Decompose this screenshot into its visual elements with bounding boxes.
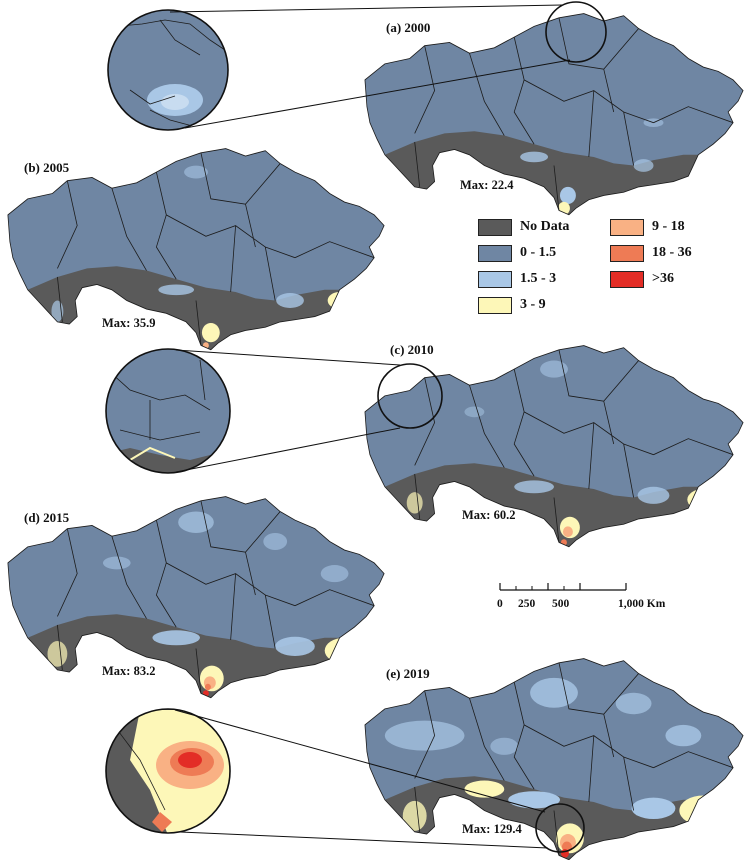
legend-item-18-36: 18 - 36 (610, 242, 692, 264)
legend-swatch (610, 218, 644, 236)
scale-bar-graphic (499, 583, 627, 591)
scale-tick-1000: 1,000 Km (618, 598, 666, 610)
panel-title-2010: (c) 2010 (390, 342, 434, 357)
scale-tick-500: 500 (552, 598, 570, 610)
map-panel-2015 (8, 497, 384, 698)
map-legend: No Data 0 - 1.5 1.5 - 3 3 - 9 9 - 18 18 … (478, 216, 728, 316)
scale-tick-250: 250 (518, 598, 536, 610)
legend-swatch (478, 296, 512, 314)
max-value-2010: Max: 60.2 (462, 508, 516, 522)
zoom-focus-circle-2019 (535, 803, 585, 853)
inset-zoom-2019 (105, 708, 231, 834)
inset-zoom-2010 (105, 348, 231, 474)
legend-label: >36 (652, 271, 674, 286)
zoom-connector-line (184, 59, 571, 129)
map-panel-2019 (365, 659, 743, 860)
legend-label: 18 - 36 (652, 245, 692, 260)
max-value-2000: Max: 22.4 (460, 178, 514, 192)
max-value-2015: Max: 83.2 (102, 664, 156, 678)
panel-title-2015: (d) 2015 (24, 510, 70, 525)
legend-item-gt-36: >36 (610, 268, 674, 290)
panel-title-2019: (e) 2019 (386, 666, 430, 681)
zoom-focus-circle-2000 (545, 1, 607, 63)
panel-title-2000: (a) 2000 (386, 20, 431, 35)
panel-title-2005: (b) 2005 (24, 160, 70, 175)
inset-zoom-2000 (107, 9, 229, 131)
zoom-connector-line (174, 709, 546, 813)
legend-label: 0 - 1.5 (520, 245, 557, 260)
legend-swatch (478, 270, 512, 288)
legend-label: 3 - 9 (520, 297, 546, 312)
zoom-connector-line (179, 831, 549, 849)
legend-label: No Data (520, 219, 570, 234)
legend-swatch (610, 244, 644, 262)
legend-item-0-1.5: 0 - 1.5 (478, 242, 556, 264)
legend-swatch (610, 270, 644, 288)
max-value-2005: Max: 35.9 (102, 316, 156, 330)
map-panel-2010 (365, 346, 743, 547)
zoom-connector-line (175, 349, 401, 366)
max-value-2019: Max: 129.4 (462, 822, 522, 836)
legend-item-3-9: 3 - 9 (478, 294, 546, 316)
legend-label: 9 - 18 (652, 219, 685, 234)
map-panel-2000 (365, 14, 743, 215)
legend-item-1.5-3: 1.5 - 3 (478, 268, 556, 290)
scale-bar: 0 250 500 1,000 Km (496, 580, 696, 620)
zoom-focus-circle-2010 (377, 363, 443, 429)
zoom-connector-line (169, 4, 563, 13)
legend-label: 1.5 - 3 (520, 271, 557, 286)
zoom-connector-line (175, 427, 401, 473)
scale-tick-0: 0 (497, 598, 503, 610)
map-panel-2005 (8, 149, 384, 350)
legend-item-no-data: No Data (478, 216, 569, 238)
legend-swatch (478, 218, 512, 236)
legend-swatch (478, 244, 512, 262)
legend-item-9-18: 9 - 18 (610, 216, 685, 238)
